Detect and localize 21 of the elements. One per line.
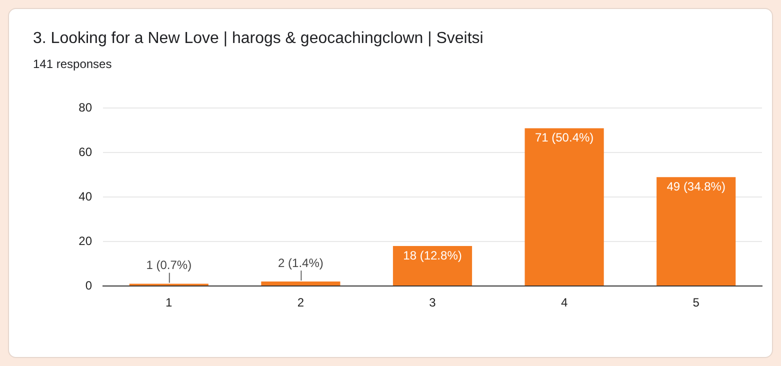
bar xyxy=(656,177,736,286)
y-tick-label: 80 xyxy=(78,100,92,115)
chart-subtitle: 141 responses xyxy=(33,57,112,71)
bar xyxy=(392,246,472,286)
y-tick-label: 60 xyxy=(78,144,92,159)
data-label: 1 (0.7%) xyxy=(146,258,192,272)
y-tick-label: 20 xyxy=(78,234,92,248)
data-label: 18 (12.8%) xyxy=(403,248,462,262)
x-tick-label: 3 xyxy=(429,296,436,310)
x-tick-label: 2 xyxy=(297,296,304,310)
data-label: 49 (34.8%) xyxy=(666,179,726,194)
data-label: 71 (50.4%) xyxy=(534,130,594,145)
bar xyxy=(261,282,340,286)
chart-title: 3. Looking for a New Love | harogs & geocachingclown | Sveitsi xyxy=(33,30,484,48)
x-tick-label: 4 xyxy=(560,296,568,310)
x-tick-label: 1 xyxy=(166,296,173,310)
x-tick-label: 5 xyxy=(692,296,700,310)
data-label: 2 (1.4%) xyxy=(278,256,324,270)
y-tick-label: 0 xyxy=(85,278,92,292)
bar xyxy=(524,128,604,286)
y-tick-label: 40 xyxy=(78,189,92,204)
